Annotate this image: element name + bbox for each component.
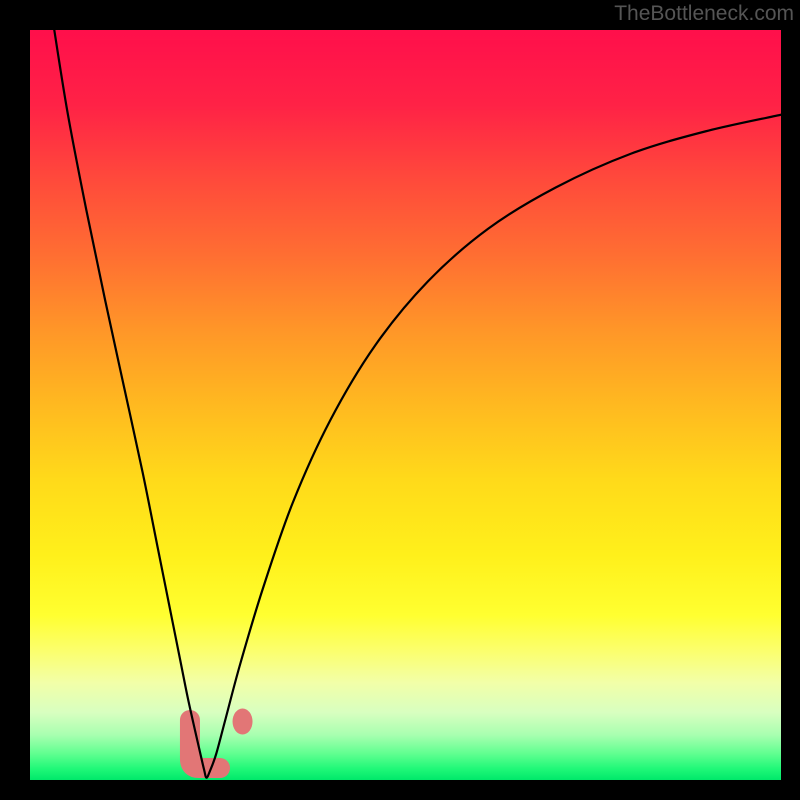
chart-frame: TheBottleneck.com <box>0 0 800 800</box>
chart-svg <box>30 30 781 780</box>
plot-area <box>30 30 781 780</box>
highlight-dot-icon <box>233 709 253 735</box>
bottleneck-curve <box>53 30 781 778</box>
watermark-text: TheBottleneck.com <box>614 2 794 26</box>
